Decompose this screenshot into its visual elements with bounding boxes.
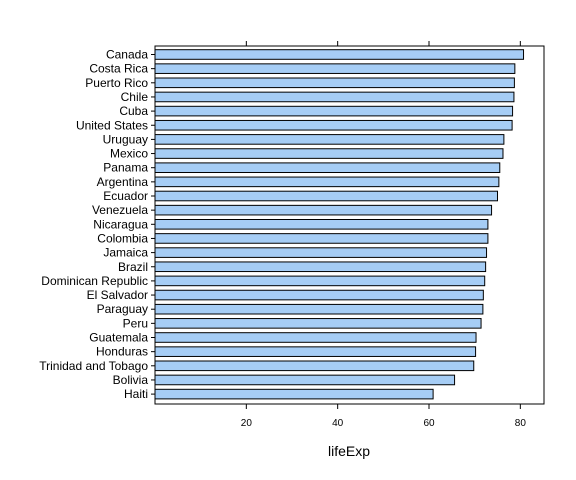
bar-colombia [154,233,489,244]
category-label: Venezuela [92,203,148,217]
category-label: Trinidad and Tobago [39,359,148,373]
bar-nicaragua [154,219,489,230]
bars-group [154,49,525,400]
category-label: Dominican Republic [41,274,148,288]
x-ticks-group: 20 40 60 80 [241,41,527,429]
bar-paraguay [154,303,484,315]
x-tick-label: 40 [332,418,344,429]
category-label: Nicaragua [93,217,148,231]
bar-costa-rica [154,63,516,74]
bar-haiti [154,388,434,400]
bar-canada [154,49,525,60]
category-label: United States [76,118,148,132]
category-label: Colombia [97,231,148,245]
bar-jamaica [154,247,488,258]
bar-panama [154,162,501,173]
category-label: Bolivia [113,373,149,387]
bar-peru [154,318,482,329]
category-label: Peru [123,316,148,330]
category-label: Ecuador [103,189,148,203]
bar-uruguay [154,134,505,145]
bar-honduras [154,346,477,357]
category-label: Brazil [118,260,148,274]
bar-united-states [154,119,513,131]
bar-trinidad-and-tobago [154,360,475,372]
bar-puerto-rico [154,77,515,89]
category-label: Guatemala [89,331,148,345]
category-label: Uruguay [103,132,148,146]
x-tick-label: 80 [515,418,527,429]
x-axis-title: lifeExp [328,443,370,459]
category-label: Puerto Rico [85,76,148,90]
x-tick-label: 60 [423,418,435,429]
bar-guatemala [154,332,477,343]
category-label: Paraguay [97,302,148,316]
bar-el-salvador [154,289,484,301]
category-label: Haiti [124,387,148,401]
x-tick-label: 20 [241,418,253,429]
bar-venezuela [154,204,493,216]
category-label: El Salvador [87,288,148,302]
category-label: Canada [106,48,148,62]
category-label: Cuba [119,104,148,118]
category-label: Mexico [110,147,148,161]
bar-bolivia [154,374,456,386]
bar-dominican-republic [154,275,486,287]
bar-cuba [154,105,514,117]
category-label: Chile [121,90,149,104]
bar-argentina [154,176,500,188]
bar-mexico [154,148,504,159]
bar-chile [154,91,515,103]
bar-brazil [154,261,487,273]
bar-ecuador [154,190,498,202]
category-label: Jamaica [103,246,148,260]
category-label: Panama [103,161,148,175]
category-label: Argentina [97,175,149,189]
category-label: Costa Rica [89,62,148,76]
category-label: Honduras [96,345,148,359]
